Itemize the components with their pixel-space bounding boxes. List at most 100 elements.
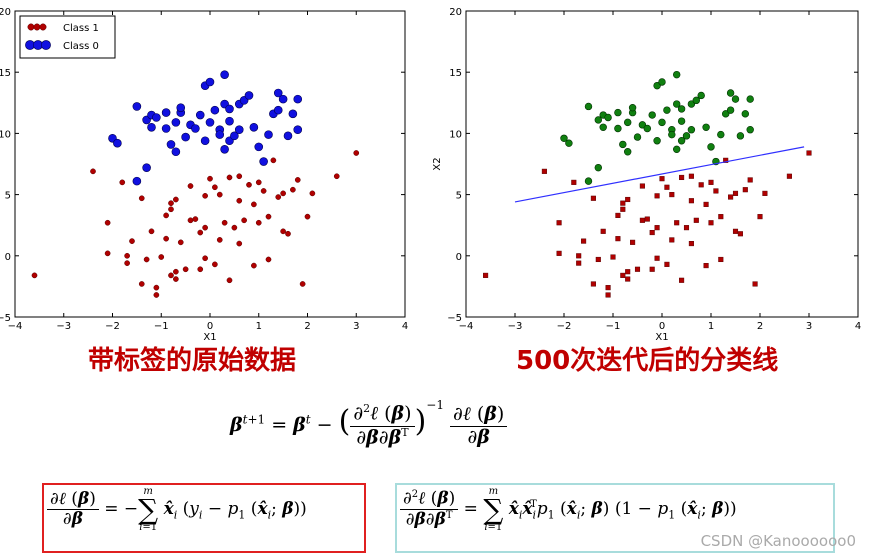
class1-point (718, 256, 724, 263)
class1-point (124, 252, 130, 259)
class1-point (212, 261, 218, 268)
class1-point (679, 277, 685, 283)
class0-point (565, 139, 573, 147)
class0-point (623, 148, 632, 156)
x-tick-label: 4 (855, 321, 861, 332)
class1-point (806, 150, 812, 156)
class0-point (594, 116, 602, 124)
class0-point (220, 70, 229, 79)
second-derivative-formula: ∂2ℓ (β) ∂β∂βT = m ∑ i=1 x̂ix̂iTp1 (x̂i; β) … (400, 486, 737, 533)
class0-point (215, 130, 225, 139)
class0-point (288, 109, 298, 119)
class0-point (731, 95, 740, 103)
class1-point (762, 190, 768, 196)
class0-point (254, 142, 264, 152)
class1-point (275, 194, 282, 200)
class0-point (273, 88, 283, 98)
class1-point (742, 187, 748, 193)
y-tick-label: −5 (447, 313, 462, 324)
class1-point (333, 173, 340, 180)
class0-point (249, 122, 259, 132)
class0-point (200, 136, 210, 146)
class1-point (309, 190, 316, 197)
class0-point (264, 130, 273, 139)
class1-point (634, 266, 641, 272)
class1-point (202, 192, 208, 199)
class1-point (138, 281, 145, 287)
class1-point (163, 212, 169, 219)
class1-point (737, 231, 743, 237)
x-tick-label: −2 (105, 321, 120, 332)
class1-point (231, 224, 238, 231)
class0-point (210, 105, 220, 115)
class0-point (234, 125, 244, 135)
class1-point (158, 254, 165, 260)
y-tick-label: 0 (5, 252, 11, 263)
class1-point (639, 183, 645, 189)
class1-point (31, 272, 38, 279)
class1-point (688, 173, 694, 179)
class0-point (653, 81, 661, 90)
class0-point (687, 100, 696, 108)
x-tick-label: 0 (659, 321, 665, 332)
class0-point (142, 163, 151, 172)
y-tick-label: 20 (0, 7, 11, 18)
class0-point (677, 117, 686, 125)
class1-point (556, 220, 562, 226)
class0-point (560, 134, 568, 142)
class1-point (177, 239, 184, 246)
class1-point (138, 195, 145, 202)
class1-point (104, 250, 111, 257)
caption-right-number: 500 (516, 346, 571, 376)
class1-point (703, 201, 709, 207)
class0-point (205, 118, 215, 127)
class1-point (483, 272, 489, 278)
class1-point (236, 240, 243, 247)
class0-point (161, 108, 171, 117)
class0-point (697, 91, 705, 100)
class1-point (571, 179, 577, 185)
class1-point (246, 181, 252, 188)
class1-point (265, 256, 272, 263)
class1-point (202, 255, 208, 262)
class1-point (698, 182, 704, 188)
class1-point (226, 174, 233, 181)
class1-point (556, 250, 562, 256)
class1-point (260, 188, 267, 194)
class1-point (615, 212, 621, 218)
class1-point (168, 206, 174, 213)
legend-marker-class1 (39, 23, 47, 31)
x-tick-label: 2 (304, 321, 310, 332)
class1-point (639, 217, 645, 223)
class0-point (746, 95, 754, 103)
class0-point (687, 126, 696, 134)
class0-point (244, 91, 254, 100)
class1-point (290, 186, 296, 193)
class1-point (688, 241, 694, 247)
class0-point (726, 106, 735, 114)
class0-point (293, 94, 303, 104)
class0-point (672, 145, 681, 154)
class1-point (163, 235, 169, 242)
class1-point (732, 190, 739, 196)
y-tick-label: 20 (449, 7, 462, 18)
legend-box (19, 15, 116, 59)
class0-point (225, 104, 234, 114)
class1-point (625, 196, 631, 203)
class0-point (147, 122, 156, 132)
class0-point (166, 140, 176, 149)
class0-point (171, 147, 181, 157)
class1-point (693, 217, 699, 223)
y-tick-label: 5 (456, 191, 462, 202)
class0-point (638, 121, 647, 129)
class0-point (633, 133, 642, 141)
class1-point (654, 193, 660, 199)
class0-point (721, 110, 730, 118)
class1-point (124, 260, 130, 266)
class0-point (225, 116, 234, 126)
class0-point (628, 103, 637, 112)
class0-point (152, 113, 161, 122)
class0-point (658, 118, 666, 127)
class1-point (595, 256, 601, 263)
x-tick-label: 3 (353, 321, 359, 332)
